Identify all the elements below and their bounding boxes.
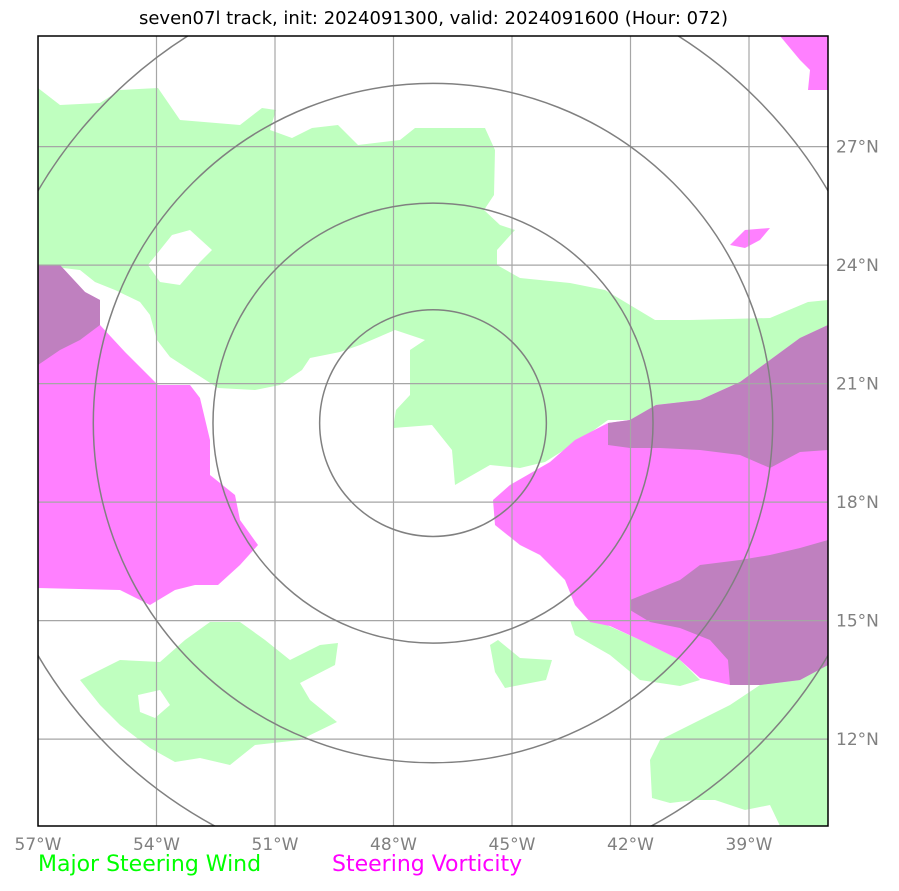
vorticity-area-northeast: [780, 36, 828, 90]
longitude-tick-label: 54°W: [133, 835, 180, 855]
range-ring: [212, 202, 654, 644]
wind-area-southeast: [650, 660, 828, 826]
wind-gaps: [138, 230, 212, 718]
overlap-area-southeast: [630, 540, 828, 685]
longitude-tick-label: 48°W: [370, 835, 417, 855]
longitude-labels: 57°W 54°W 51°W 48°W 45°W 42°W 39°W: [15, 835, 773, 855]
latitude-tick-label: 18°N: [836, 493, 879, 513]
longitude-tick-label: 45°W: [489, 835, 536, 855]
range-rings: [38, 36, 828, 826]
range-ring: [318, 308, 548, 538]
longitude-tick-label: 57°W: [15, 835, 62, 855]
latitude-tick-label: 12°N: [836, 730, 879, 750]
overlap-area-west: [38, 265, 100, 365]
latitude-tick-label: 27°N: [836, 138, 879, 158]
wind-area-south-center: [490, 640, 552, 688]
latitude-tick-label: 21°N: [836, 375, 879, 395]
longitude-tick-label: 51°W: [252, 835, 299, 855]
latitude-labels: 27°N 24°N 21°N 18°N 15°N 12°N: [836, 138, 879, 750]
longitude-tick-label: 39°W: [726, 835, 773, 855]
longitude-tick-label: 42°W: [607, 835, 654, 855]
wind-area-southwest: [80, 622, 338, 765]
map-title: seven07l track, init: 2024091300, valid:…: [138, 8, 729, 29]
vorticity-area-small: [730, 228, 770, 248]
range-ring: [92, 82, 774, 764]
legend-vorticity-label: Steering Vorticity: [332, 852, 523, 877]
latitude-tick-label: 15°N: [836, 612, 879, 632]
graticule: [38, 36, 828, 826]
map-frame: [37, 35, 829, 827]
latitude-tick-label: 24°N: [836, 256, 879, 276]
legend-wind-label: Major Steering Wind: [38, 852, 262, 877]
vorticity-area-west: [38, 265, 258, 605]
